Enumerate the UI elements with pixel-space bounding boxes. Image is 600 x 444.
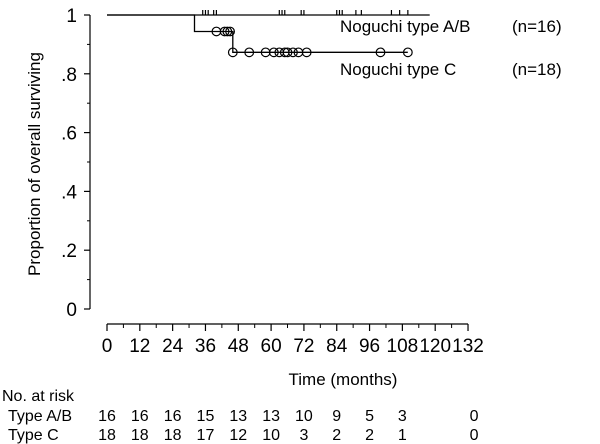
- risk-value: 3: [398, 408, 407, 425]
- risk-value: 0: [470, 427, 479, 444]
- censor-circle: [301, 47, 312, 58]
- y-tick-label: .2: [61, 241, 77, 262]
- risk-value: 15: [197, 408, 215, 425]
- risk-value: 17: [197, 427, 215, 444]
- censor-circle: [227, 47, 238, 58]
- risk-value: 3: [299, 427, 308, 444]
- censor-circle: [282, 47, 293, 58]
- y-tick-label: 1: [66, 6, 77, 27]
- y-axis-title: Proportion of overall surviving: [25, 52, 44, 276]
- risk-value: 18: [98, 427, 116, 444]
- legend-n-type-ab: (n=16): [512, 17, 562, 36]
- x-tick-label: 120: [419, 336, 451, 357]
- y-tick-label: 0: [66, 300, 77, 321]
- x-tick-label: 72: [293, 336, 314, 357]
- risk-value: 18: [131, 427, 149, 444]
- legend-n-type-c: (n=18): [512, 60, 562, 79]
- censor-circle: [288, 47, 298, 58]
- censor-circle: [244, 47, 255, 58]
- risk-row-label-type-ab: Type A/B: [8, 408, 72, 425]
- x-tick-label: 108: [387, 336, 419, 357]
- risk-value: 13: [229, 408, 247, 425]
- x-tick-label: 60: [261, 336, 282, 357]
- censor-circle: [268, 47, 279, 58]
- risk-value: 16: [131, 408, 149, 425]
- risk-value: 2: [332, 427, 341, 444]
- risk-value: 9: [332, 408, 341, 425]
- x-tick-label: 96: [359, 336, 380, 357]
- risk-value: 5: [365, 408, 374, 425]
- risk-value: 18: [164, 427, 182, 444]
- risk-table-title: No. at risk: [2, 388, 75, 405]
- risk-row-label-type-c: Type C: [8, 427, 59, 444]
- risk-value: 12: [229, 427, 247, 444]
- censor-circle: [375, 47, 386, 58]
- legend-label-type-ab: Noguchi type A/B: [340, 17, 470, 36]
- risk-value: 10: [295, 408, 313, 425]
- x-tick-label: 84: [326, 336, 348, 357]
- survival-curve-series-2: [107, 14, 408, 53]
- risk-value: 16: [98, 408, 116, 425]
- legend-label-type-c: Noguchi type C: [340, 60, 456, 79]
- censor-marks: [202, 10, 413, 58]
- risk-value: 0: [470, 408, 479, 425]
- risk-value: 10: [262, 427, 280, 444]
- x-tick-label: 0: [102, 336, 113, 357]
- censor-circle: [222, 26, 233, 37]
- censor-circle: [225, 26, 235, 37]
- risk-value: 16: [164, 408, 182, 425]
- axes: 0 .2 .4 .6 .8 1 0 12 24 36 48 60 72 84 96 108 120 132: [61, 6, 484, 357]
- x-tick-label: 132: [452, 336, 484, 357]
- x-tick-label: 12: [129, 336, 150, 357]
- risk-value: 1: [398, 427, 407, 444]
- x-tick-label: 36: [195, 336, 216, 357]
- x-tick-label: 48: [228, 336, 249, 357]
- x-axis-title: Time (months): [289, 370, 398, 389]
- risk-value: 2: [365, 427, 374, 444]
- y-tick-label: .8: [61, 65, 77, 86]
- numbers-at-risk-table: No. at risk Type A/B Type C 16 16 16 15 13 13…: [2, 388, 479, 444]
- survival-curves: [107, 14, 430, 53]
- risk-value: 13: [262, 408, 280, 425]
- x-tick-label: 24: [162, 336, 184, 357]
- censor-circle: [402, 47, 413, 58]
- y-tick-label: .6: [61, 124, 77, 145]
- censor-circle: [219, 26, 230, 37]
- y-tick-label: .4: [61, 182, 77, 203]
